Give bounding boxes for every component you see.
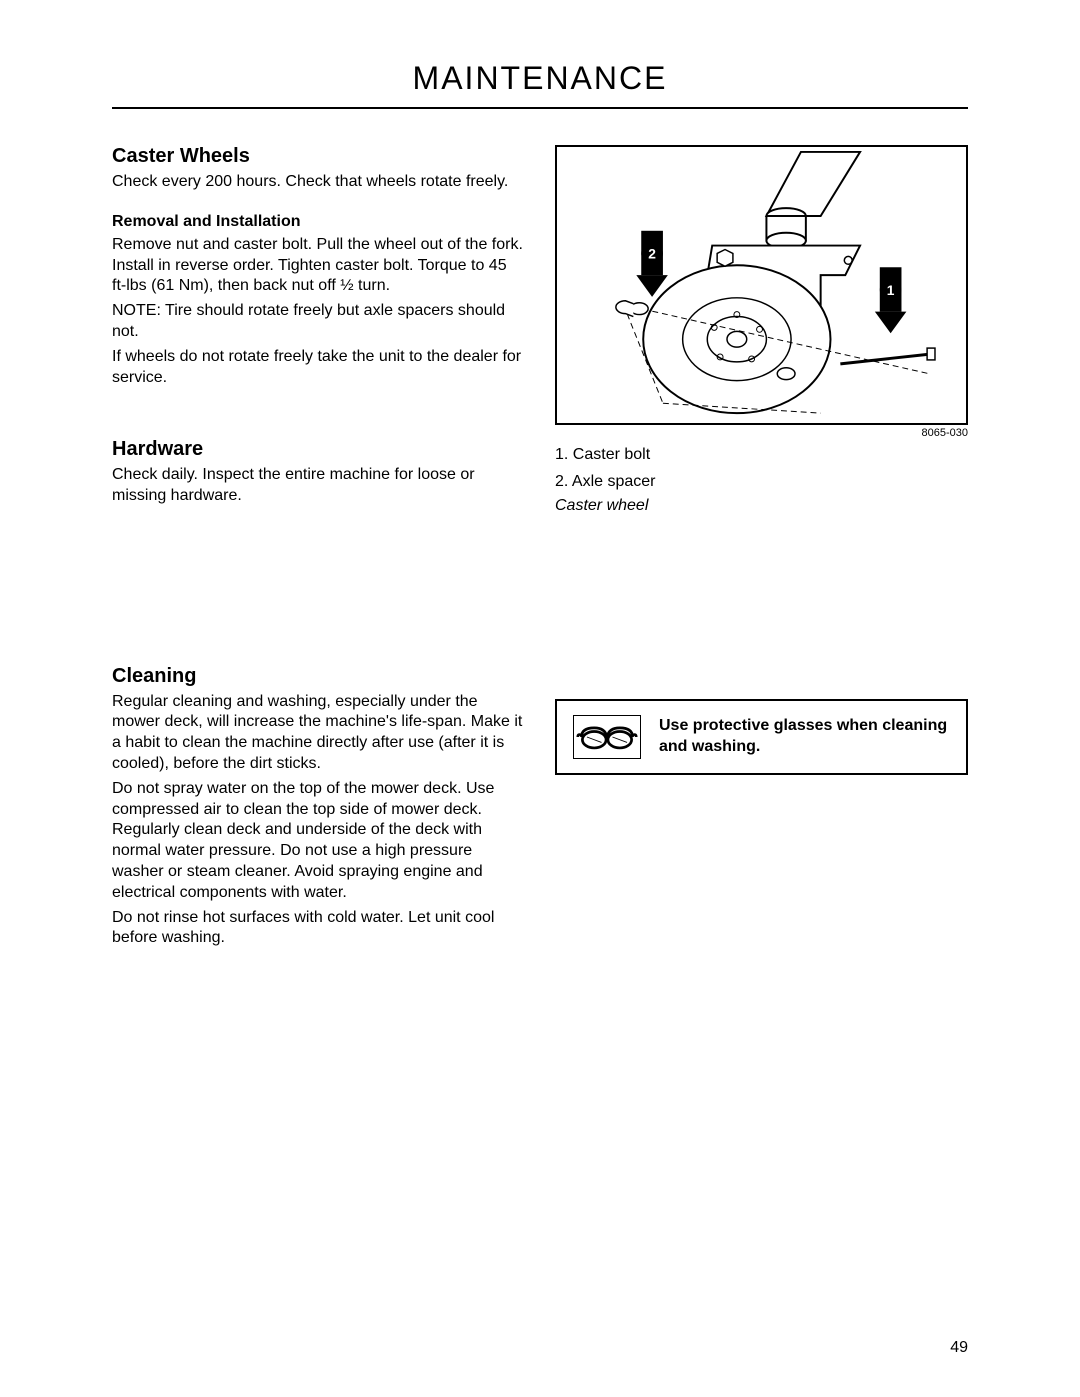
cleaning-heading: Cleaning (112, 665, 525, 688)
cleaning-p3: Do not rinse hot surfaces with cold wate… (112, 908, 525, 950)
figure-legend-2: 2. Axle spacer (555, 472, 968, 493)
right-column-upper: 2 1 8065-030 1. Caster bolt 2. Axle spac… (555, 145, 968, 515)
caster-wheel-figure: 2 1 (555, 145, 968, 425)
svg-text:2: 2 (648, 246, 656, 261)
page: MAINTENANCE Caster Wheels Check every 20… (0, 0, 1080, 1397)
left-column-upper: Caster Wheels Check every 200 hours. Che… (112, 145, 525, 515)
right-column-lower: Use protective glasses when cleaning and… (555, 665, 968, 954)
callout-2-arrow: 2 (636, 231, 668, 297)
page-number: 49 (950, 1339, 968, 1357)
left-column-lower: Cleaning Regular cleaning and washing, e… (112, 665, 525, 954)
safety-warning-text: Use protective glasses when cleaning and… (659, 716, 950, 758)
safety-glasses-icon (573, 715, 641, 759)
svg-text:1: 1 (887, 283, 895, 298)
hardware-p1: Check daily. Inspect the entire machine … (112, 465, 525, 507)
safety-warning-box: Use protective glasses when cleaning and… (555, 699, 968, 775)
caster-wheels-p1: Remove nut and caster bolt. Pull the whe… (112, 235, 525, 297)
removal-install-heading: Removal and Installation (112, 213, 525, 231)
figure-id: 8065-030 (555, 427, 968, 439)
caster-wheels-intro: Check every 200 hours. Check that wheels… (112, 172, 525, 193)
caster-wheels-p3: If wheels do not rotate freely take the … (112, 347, 525, 389)
caster-wheels-heading: Caster Wheels (112, 145, 525, 168)
hardware-heading: Hardware (112, 438, 525, 461)
cleaning-p2: Do not spray water on the top of the mow… (112, 779, 525, 904)
lower-columns: Cleaning Regular cleaning and washing, e… (112, 665, 968, 954)
page-title: MAINTENANCE (112, 60, 968, 109)
cleaning-p1: Regular cleaning and washing, especially… (112, 692, 525, 775)
callout-1-arrow: 1 (875, 267, 907, 333)
figure-legend-1: 1. Caster bolt (555, 445, 968, 466)
caster-wheels-p2: NOTE: Tire should rotate freely but axle… (112, 301, 525, 343)
caster-wheel-svg: 2 1 (557, 147, 966, 423)
figure-caption: Caster wheel (555, 497, 968, 515)
upper-columns: Caster Wheels Check every 200 hours. Che… (112, 145, 968, 515)
